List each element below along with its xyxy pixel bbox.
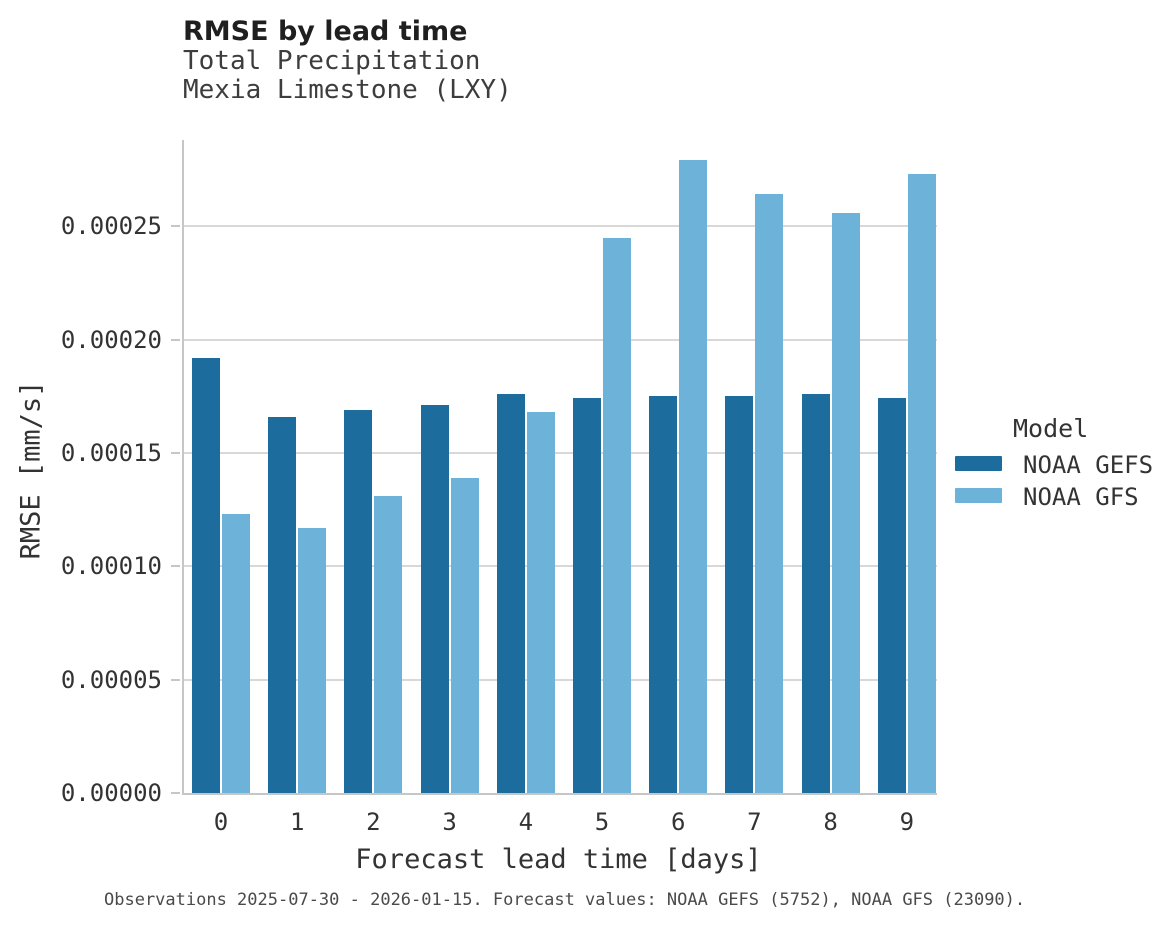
bar-noaa-gefs-lead-1	[268, 416, 297, 793]
y-tick-mark	[171, 565, 180, 568]
gridline-y-0.00015	[184, 451, 937, 454]
bar-noaa-gefs-lead-8	[801, 393, 830, 793]
bar-noaa-gfs-lead-1	[298, 527, 327, 793]
x-axis-label: Forecast lead time [days]	[355, 844, 762, 875]
bar-noaa-gfs-lead-9	[907, 174, 936, 793]
y-tick-label: 0.00010	[60, 552, 162, 581]
bar-noaa-gfs-lead-3	[450, 477, 479, 793]
bar-noaa-gfs-lead-0	[222, 514, 250, 793]
legend-swatch-noaa-gfs	[955, 488, 1002, 503]
legend-label-noaa-gefs: NOAA GEFS	[1023, 451, 1154, 479]
gridline-y-0.00010	[184, 565, 937, 568]
y-tick-mark	[171, 678, 180, 681]
x-tick-label-6: 6	[670, 808, 686, 836]
legend-label-noaa-gfs: NOAA GFS	[1023, 483, 1139, 511]
bar-noaa-gfs-lead-7	[755, 194, 784, 793]
plot-area: 0.00000 0.00005 0.00010 0.00015 0.00020 0.000…	[61, 140, 937, 834]
y-tick-mark	[171, 792, 180, 794]
bar-noaa-gefs-lead-5	[573, 398, 601, 793]
bar-noaa-gfs-lead-4	[526, 412, 555, 793]
y-tick-label: 0.00000	[60, 779, 162, 807]
x-tick-label-7: 7	[747, 808, 762, 836]
x-tick-label-8: 8	[823, 808, 838, 836]
chart-subtitle-station: Mexia Limestone (LXY)	[183, 75, 512, 105]
x-tick-label-2: 2	[366, 808, 381, 836]
legend-title: Model	[1013, 414, 1089, 443]
chart-subtitle-variable: Total Precipitation	[183, 46, 481, 76]
y-tick-label: 0.00020	[60, 325, 162, 354]
x-tick-label-4: 4	[518, 808, 534, 836]
x-tick-label-5: 5	[594, 808, 610, 836]
y-tick-label: 0.00025	[60, 212, 162, 241]
bar-noaa-gefs-lead-6	[649, 396, 678, 793]
y-axis-label: RMSE [mm/s]	[15, 380, 47, 560]
bar-noaa-gefs-lead-2	[344, 409, 373, 793]
chart-title: RMSE by lead time	[183, 16, 468, 47]
bar-noaa-gfs-lead-8	[831, 212, 860, 793]
footer-note: Observations 2025-07-30 - 2026-01-15. Fo…	[104, 890, 1026, 910]
y-tick-mark	[171, 338, 180, 341]
chart-header: RMSE by lead time Total Precipitation Me…	[183, 16, 512, 105]
y-tick-label: 0.00015	[60, 438, 162, 467]
gridline-y-0.00025	[184, 225, 937, 228]
legend-swatch-noaa-gefs	[955, 456, 1002, 471]
x-tick-label-9: 9	[899, 808, 915, 836]
bar-noaa-gefs-lead-9	[877, 398, 906, 793]
x-tick-label-0: 0	[213, 808, 229, 836]
bar-noaa-gfs-lead-6	[679, 160, 708, 793]
y-tick-label: 0.00005	[60, 665, 162, 694]
bar-noaa-gefs-lead-0	[192, 357, 220, 793]
y-tick-mark	[171, 451, 180, 454]
bar-noaa-gefs-lead-7	[725, 396, 754, 793]
x-tick-label-1: 1	[289, 808, 305, 836]
bar-noaa-gfs-lead-2	[374, 495, 403, 793]
bar-noaa-gfs-lead-5	[603, 237, 631, 793]
bar-noaa-gefs-lead-4	[496, 393, 525, 793]
y-tick-mark	[171, 225, 180, 228]
gridline-y-0.00005	[184, 678, 937, 681]
bar-noaa-gefs-lead-3	[420, 405, 449, 793]
x-tick-label-3: 3	[442, 808, 457, 836]
gridline-y-0.00020	[184, 338, 937, 341]
